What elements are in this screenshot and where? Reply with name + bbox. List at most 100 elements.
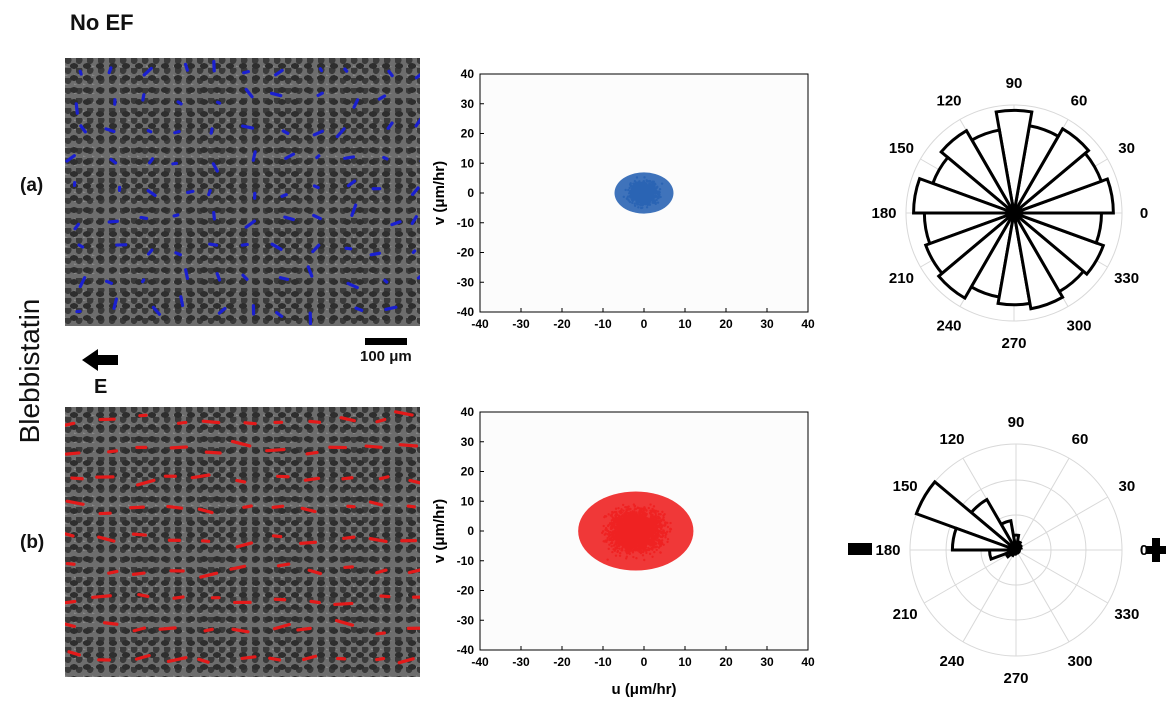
velocity-arrow <box>207 189 212 197</box>
polar-angle-label: 300 <box>1066 318 1091 335</box>
velocity-arrow <box>410 186 420 197</box>
polar-angle-label: 330 <box>1114 270 1139 287</box>
y-tick-label: 10 <box>461 494 475 508</box>
velocity-arrow <box>303 476 321 482</box>
velocity-arrow <box>112 297 119 310</box>
x-tick-label: -30 <box>512 655 530 669</box>
y-tick-label: 10 <box>461 156 475 170</box>
velocity-arrow <box>275 311 284 318</box>
polar-angle-label: 150 <box>889 140 914 157</box>
velocity-arrow <box>102 621 119 626</box>
side-title: Blebbistatin <box>14 298 45 444</box>
polar-angle-label: 90 <box>1006 75 1023 92</box>
polar-angle-label: 180 <box>875 542 900 559</box>
velocity-arrow <box>312 129 324 137</box>
polar-angle-label: 330 <box>1114 606 1139 623</box>
velocity-arrow <box>382 155 389 161</box>
velocity-arrow <box>312 213 322 221</box>
polar-angle-label: 180 <box>872 205 897 222</box>
velocity-arrow <box>67 650 81 657</box>
velocity-arrow <box>142 66 153 77</box>
x-tick-label: 10 <box>678 317 692 331</box>
velocity-arrow <box>270 242 283 251</box>
velocity-arrow <box>203 627 214 633</box>
y-tick-label: 40 <box>461 67 475 81</box>
x-tick-label: -10 <box>594 655 612 669</box>
polar-grid-spoke <box>1015 549 1109 604</box>
velocity-arrow <box>229 564 247 571</box>
scatter-plot-b: -40 -30 -20 -10 0 10 20 30 40 40 30 20 10 0 -10 -20 -30 -… <box>431 405 815 698</box>
velocity-arrow <box>408 478 420 485</box>
velocity-arrow <box>271 534 283 539</box>
velocity-arrow <box>65 451 81 456</box>
velocity-arrow <box>309 599 321 605</box>
velocity-arrow <box>104 279 114 285</box>
x-tick-label: -40 <box>471 655 489 669</box>
y-tick-label: 40 <box>461 405 475 419</box>
panel-label-a: (a) <box>20 175 44 196</box>
velocity-arrow <box>172 595 185 600</box>
scatter-core <box>578 491 694 571</box>
polar-angle-label: 90 <box>1008 414 1025 431</box>
velocity-arrow <box>176 100 183 106</box>
velocity-arrow <box>283 215 295 222</box>
velocity-arrow <box>107 66 113 75</box>
y-tick-label: 20 <box>461 127 475 141</box>
y-tick-label: 20 <box>461 465 475 479</box>
velocity-arrow <box>190 473 211 480</box>
velocity-arrow <box>397 657 415 665</box>
polar-grid-spoke <box>923 549 1017 604</box>
velocity-arrow <box>296 626 312 632</box>
velocity-arrow <box>344 246 353 251</box>
polar-angle-label: 210 <box>889 270 914 287</box>
velocity-arrow <box>107 219 119 224</box>
velocity-arrow <box>276 562 291 568</box>
velocity-arrow <box>235 541 254 549</box>
velocity-arrow <box>199 571 219 579</box>
velocity-arrow <box>316 91 324 97</box>
polar-grid-spoke <box>962 549 1017 643</box>
velocity-arrow <box>305 450 319 456</box>
velocity-arrow <box>171 161 179 166</box>
velocity-arrow <box>140 278 146 284</box>
velocity-arrow <box>384 305 398 311</box>
polar-bar <box>912 176 1015 215</box>
x-tick-label: 0 <box>641 655 648 669</box>
velocity-arrow <box>176 420 188 425</box>
velocity-arrow <box>169 445 189 450</box>
velocity-arrow <box>335 127 346 139</box>
velocity-arrow <box>393 410 414 417</box>
polar-angle-label: 150 <box>893 478 918 495</box>
velocity-arrow <box>240 242 249 247</box>
velocity-arrow <box>204 450 222 455</box>
velocity-arrow <box>172 213 180 218</box>
velocity-arrow <box>410 215 418 226</box>
velocity-arrow <box>109 157 118 165</box>
velocity-arrow <box>212 211 217 221</box>
velocity-arrow <box>272 622 291 631</box>
velocity-arrow <box>79 124 87 134</box>
velocity-arrow <box>343 155 356 160</box>
scatter-core <box>614 172 674 214</box>
x-tick-label: 30 <box>760 317 774 331</box>
velocity-arrow <box>341 476 354 481</box>
velocity-arrow <box>70 476 84 481</box>
positive-electrode-icon-vertical <box>1152 538 1160 562</box>
polar-grid-spoke <box>1015 457 1070 551</box>
polar-center <box>1009 208 1019 218</box>
velocity-arrow <box>302 654 318 662</box>
velocity-arrow <box>273 597 287 602</box>
velocity-arrow <box>208 242 219 247</box>
velocity-arrow <box>166 504 184 510</box>
velocity-arrow <box>406 504 416 509</box>
velocity-arrow <box>377 94 387 101</box>
velocity-arrow <box>107 449 119 454</box>
x-tick-label: -20 <box>553 317 571 331</box>
polar-bar <box>1013 211 1106 277</box>
velocity-arrow <box>333 601 354 607</box>
velocity-arrow <box>311 243 321 254</box>
field-arrow-icon <box>82 349 118 371</box>
x-tick-label: 10 <box>678 655 692 669</box>
polar-grid-spoke <box>1015 496 1109 551</box>
